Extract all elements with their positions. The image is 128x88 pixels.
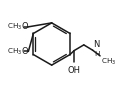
Text: CH$_3$: CH$_3$ xyxy=(7,22,23,32)
Text: CH$_3$: CH$_3$ xyxy=(100,56,116,67)
Text: H: H xyxy=(95,51,100,57)
Text: CH$_3$: CH$_3$ xyxy=(7,46,23,57)
Text: O: O xyxy=(22,47,28,56)
Text: OH: OH xyxy=(68,66,81,75)
Text: N: N xyxy=(93,40,99,49)
Text: O: O xyxy=(22,22,28,31)
